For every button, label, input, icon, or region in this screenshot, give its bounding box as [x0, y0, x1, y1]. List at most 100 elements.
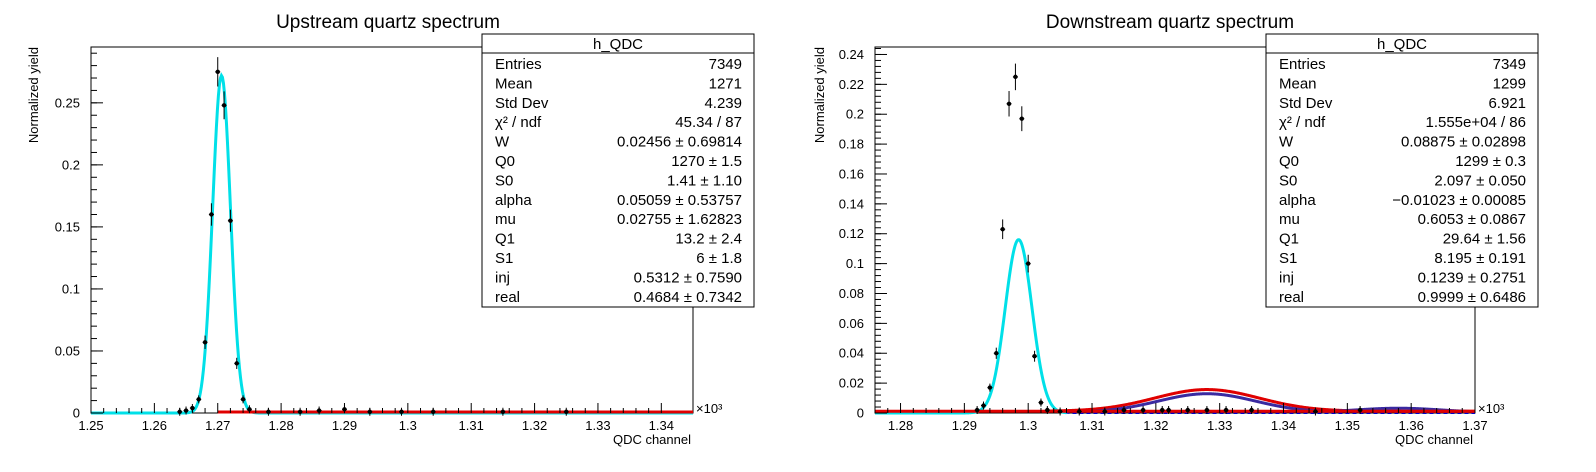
stat-value: 1.555e+04 / 86	[1425, 114, 1526, 131]
data-point	[1038, 400, 1044, 405]
x-tick-label: 1.3	[1019, 418, 1037, 433]
x-axis-ticks: 1.25 1.26 1.27 1.28 1.29 1.3 1.31 1.32 1.33 1.34	[78, 403, 674, 433]
data-point	[183, 408, 189, 413]
data-point	[1223, 407, 1229, 413]
data-point	[215, 69, 220, 75]
stat-value: 1271	[709, 75, 742, 92]
y-tick-label: 0.24	[839, 47, 864, 62]
stat-label: S0	[1279, 172, 1297, 189]
stat-value: 0.05059 ± 0.53757	[617, 192, 742, 209]
y-axis-label: Normalized yield	[812, 47, 827, 143]
x-tick-label: 1.32	[1143, 418, 1168, 433]
x-tick-label: 1.28	[268, 418, 293, 433]
stat-label: S0	[495, 172, 513, 189]
x-tick-label: 1.27	[205, 418, 230, 433]
downstream-chart: Downstream quartz spectrum 1.28 1.29 1.3 1.…	[812, 12, 1539, 447]
stat-label: alpha	[1279, 192, 1316, 209]
stat-label: χ² / ndf	[495, 114, 542, 131]
data-point	[247, 407, 252, 412]
data-point	[1121, 407, 1127, 413]
data-point	[500, 409, 506, 414]
x-tick-label: 1.34	[649, 418, 674, 433]
chart-title: Downstream quartz spectrum	[1046, 12, 1294, 33]
stat-value: 0.5312 ± 0.7590	[634, 269, 742, 286]
y-axis-ticks: 0 0.02 0.04 0.06 0.08 0.1 0.12 0.14 0.16 0.18 0.2 0…	[839, 47, 887, 421]
x-tick-label: 1.29	[952, 418, 977, 433]
downstream-chart-panel: Downstream quartz spectrum 1.28 1.29 1.3 1.…	[798, 0, 1596, 472]
y-tick-label: 0.18	[839, 137, 864, 152]
stat-label: Q0	[1279, 153, 1299, 170]
x-tick-label: 1.3	[399, 418, 417, 433]
stat-value: 1299	[1493, 75, 1526, 92]
y-tick-label: 0.15	[55, 219, 80, 234]
x-axis-multiplier: ×10³	[1478, 401, 1505, 416]
stat-value: 1270 ± 1.5	[671, 153, 742, 170]
stat-value: 4.239	[704, 95, 742, 112]
stat-label: Q0	[495, 153, 515, 170]
data-point	[1057, 409, 1063, 414]
data-point	[221, 103, 227, 108]
x-tick-label: 1.25	[78, 418, 103, 433]
x-tick-label: 1.36	[1399, 418, 1424, 433]
x-axis-ticks: 1.28 1.29 1.3 1.31 1.32 1.33 1.34 1.35 1.36 1.37	[874, 403, 1488, 433]
x-tick-label: 1.34	[1271, 418, 1296, 433]
data-point	[297, 409, 303, 414]
data-point	[987, 385, 993, 390]
stat-value: 0.02456 ± 0.69814	[617, 134, 742, 151]
stat-label: Entries	[1279, 56, 1326, 73]
y-tick-label: 0	[73, 406, 80, 421]
stat-value: 0.4684 ± 0.7342	[634, 289, 742, 306]
y-tick-label: 0.2	[846, 107, 864, 122]
stat-label: real	[1279, 289, 1304, 306]
x-tick-label: 1.32	[522, 418, 547, 433]
x-tick-label: 1.31	[1079, 418, 1104, 433]
data-point	[202, 340, 208, 345]
x-axis-label: QDC channel	[613, 432, 691, 447]
stat-value: 0.9999 ± 0.6486	[1418, 289, 1526, 306]
data-point	[1000, 227, 1005, 232]
stat-label: Entries	[495, 56, 542, 73]
x-axis-label: QDC channel	[1395, 432, 1473, 447]
stat-label: Std Dev	[495, 95, 549, 112]
stat-label: Q1	[495, 231, 515, 248]
stat-label: S1	[1279, 250, 1297, 267]
x-tick-label: 1.31	[459, 418, 484, 433]
data-point	[399, 409, 404, 414]
plot-marks	[875, 63, 1475, 416]
stat-value: 0.6053 ± 0.0867	[1418, 211, 1526, 228]
data-point	[981, 403, 986, 408]
stat-label: Std Dev	[1279, 95, 1333, 112]
upstream-chart-panel: Upstream quartz spectrum 1.25 1.26 1.27 1.2…	[26, 12, 755, 447]
y-tick-label: 0.2	[62, 157, 80, 172]
stat-label: mu	[1279, 211, 1300, 228]
stat-label: χ² / ndf	[1279, 114, 1326, 131]
stat-value: 1.41 ± 1.10	[667, 172, 742, 189]
x-axis-multiplier: ×10³	[696, 401, 723, 416]
x-tick-label: 1.33	[585, 418, 610, 433]
y-tick-label: 0.1	[62, 281, 80, 296]
stat-value: 0.1239 ± 0.2751	[1418, 269, 1526, 286]
y-tick-label: 0.08	[839, 286, 864, 301]
y-tick-label: 0.02	[839, 376, 864, 391]
stat-value: 7349	[1493, 56, 1526, 73]
stats-box-frame	[481, 33, 755, 308]
stat-value: 1299 ± 0.3	[1455, 153, 1526, 170]
stats-box: h_QDC Entries 7349 Mean 1271 Std Dev 4.239 χ² …	[481, 33, 755, 308]
data-point	[1025, 261, 1031, 266]
data-point	[564, 409, 569, 414]
stat-label: mu	[495, 211, 516, 228]
data-point	[994, 351, 999, 356]
stat-label: inj	[1279, 269, 1294, 286]
data-point	[234, 361, 239, 366]
data-point	[1249, 407, 1254, 413]
stat-value: 2.097 ± 0.050	[1434, 172, 1526, 189]
fit-curve	[875, 238, 1067, 415]
y-tick-label: 0.06	[839, 316, 864, 331]
stat-value: 6 ± 1.8	[696, 250, 742, 267]
y-tick-label: 0.12	[839, 226, 864, 241]
data-point	[228, 218, 233, 223]
x-tick-label: 1.28	[888, 418, 913, 433]
y-tick-label: 0.22	[839, 77, 864, 92]
stat-value: 7349	[709, 56, 742, 73]
x-tick-label: 1.35	[1335, 418, 1360, 433]
